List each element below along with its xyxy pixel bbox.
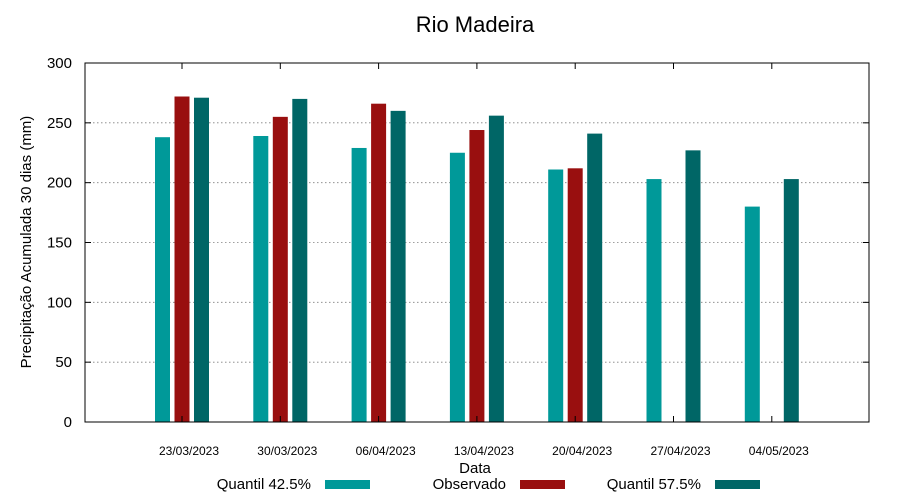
bar-2-6	[783, 179, 799, 422]
x-tick-label: 27/04/2023	[650, 444, 710, 458]
bar-0-1	[253, 135, 269, 422]
x-tick-label: 23/03/2023	[159, 444, 219, 458]
y-axis-label: Precipitação Acumulada 30 dias (mm)	[18, 116, 35, 369]
bar-2-4	[587, 133, 603, 422]
y-tick-label: 100	[47, 294, 72, 311]
x-tick-label: 20/04/2023	[552, 444, 612, 458]
bar-1-0	[174, 96, 190, 423]
legend-swatch-0	[325, 480, 370, 489]
bar-1-1	[272, 116, 288, 422]
bar-2-5	[685, 150, 701, 422]
bar-2-2	[390, 110, 406, 422]
legend-label-1: Observado	[433, 476, 506, 493]
bar-0-3	[449, 152, 465, 422]
x-tick-label: 06/04/2023	[356, 444, 416, 458]
y-tick-label: 0	[64, 414, 72, 431]
bar-0-4	[548, 169, 564, 422]
bar-2-0	[194, 97, 209, 422]
bar-1-3	[469, 130, 485, 422]
chart-title: Rio Madeira	[416, 12, 535, 37]
legend-swatch-1	[520, 480, 565, 489]
y-tick-label: 250	[47, 115, 72, 132]
y-tick-label: 50	[55, 354, 72, 371]
legend-label-2: Quantil 57.5%	[607, 476, 701, 493]
bar-0-0	[155, 137, 170, 422]
legend: Quantil 42.5% Observado Quantil 57.5%	[217, 476, 760, 493]
bar-2-1	[292, 98, 308, 423]
bar-1-2	[371, 103, 387, 422]
x-tick-label: 13/04/2023	[454, 444, 514, 458]
bars	[155, 96, 799, 423]
bar-2-3	[488, 115, 504, 423]
y-tick-label: 300	[47, 55, 72, 72]
y-axis-ticks: 0 50 100 150 200 250 300	[47, 55, 869, 431]
x-tick-label: 04/05/2023	[749, 444, 809, 458]
bar-0-2	[351, 147, 367, 423]
legend-label-0: Quantil 42.5%	[217, 476, 311, 493]
x-tick-label: 30/03/2023	[257, 444, 317, 458]
y-tick-label: 150	[47, 235, 72, 252]
y-tick-label: 200	[47, 175, 72, 192]
x-axis-ticks: 23/03/2023 30/03/2023 06/04/2023 13/04/2023…	[159, 63, 809, 458]
bar-0-6	[744, 206, 760, 422]
legend-swatch-2	[715, 480, 760, 489]
x-axis-label: Data	[459, 460, 491, 477]
bar-0-5	[646, 179, 662, 422]
bar-1-4	[567, 168, 583, 422]
